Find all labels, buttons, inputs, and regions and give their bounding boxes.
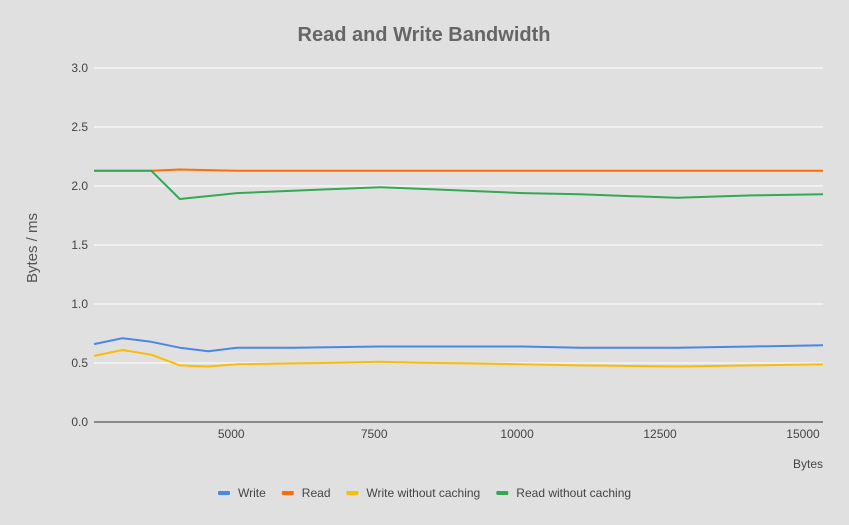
- y-tick-label: 1.5: [71, 238, 88, 252]
- x-tick-label: 12500: [643, 427, 677, 441]
- y-tick-label: 0.5: [71, 356, 88, 370]
- series-line-write-without-caching: [93, 349, 824, 368]
- series-line-write: [93, 337, 824, 353]
- y-tick-label: 2.5: [71, 120, 88, 134]
- x-axis-ticks: 5000 7500 10000 12500 15000: [218, 427, 820, 441]
- legend-label: Read without caching: [516, 486, 631, 500]
- gridlines: [94, 67, 823, 423]
- y-axis-label: Bytes / ms: [24, 213, 41, 283]
- legend-swatch: [346, 491, 359, 495]
- legend-item-read-without-caching: Read without caching: [496, 486, 631, 500]
- legend-item-write-without-caching: Write without caching: [346, 486, 480, 500]
- series-lines: [93, 168, 824, 368]
- legend: Write Read Write without caching Read witho…: [218, 486, 631, 500]
- y-tick-label: 2.0: [71, 179, 88, 193]
- x-tick-label: 5000: [218, 427, 245, 441]
- x-tick-label: 15000: [786, 427, 820, 441]
- chart-title: Read and Write Bandwidth: [298, 24, 551, 46]
- series-line-read: [94, 168, 823, 172]
- legend-item-read: Read: [281, 486, 331, 500]
- legend-swatch: [496, 491, 509, 495]
- legend-item-write: Write: [218, 486, 266, 500]
- legend-label: Write without caching: [366, 486, 480, 500]
- legend-swatch: [281, 491, 294, 495]
- x-axis-label: Bytes: [793, 457, 823, 471]
- legend-swatch: [218, 491, 230, 495]
- series-line-read-without-caching: [94, 169, 824, 200]
- legend-label: Read: [302, 486, 331, 500]
- legend-label: Write: [238, 486, 266, 500]
- x-tick-label: 7500: [361, 427, 388, 441]
- y-tick-label: 1.0: [71, 297, 88, 311]
- x-tick-label: 10000: [500, 427, 534, 441]
- y-axis-ticks: 0.0 0.5 1.0 1.5 2.0 2.5 3.0: [71, 61, 88, 429]
- y-tick-label: 3.0: [71, 61, 88, 75]
- y-tick-label: 0.0: [71, 415, 88, 429]
